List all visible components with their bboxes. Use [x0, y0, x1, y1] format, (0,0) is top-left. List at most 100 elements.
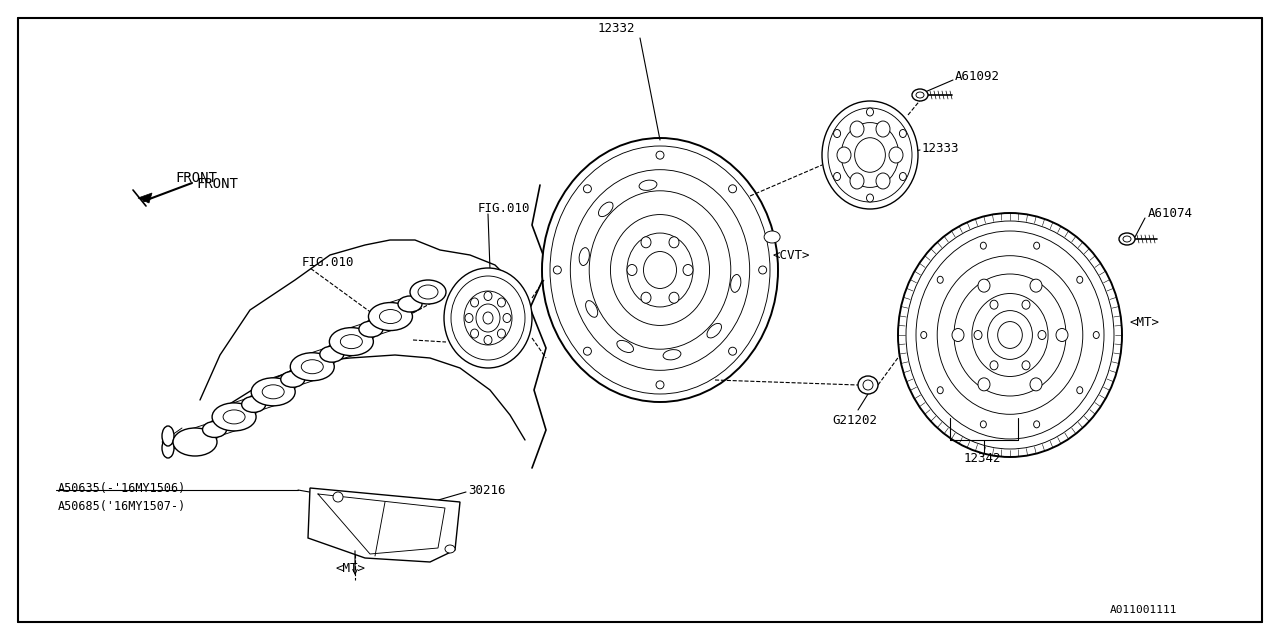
Ellipse shape: [669, 292, 678, 303]
Ellipse shape: [1034, 421, 1039, 428]
Ellipse shape: [163, 438, 174, 458]
Ellipse shape: [1093, 332, 1100, 339]
Text: 30216: 30216: [468, 483, 506, 497]
Ellipse shape: [1038, 330, 1046, 339]
Ellipse shape: [641, 237, 652, 248]
Text: FIG.010: FIG.010: [302, 255, 355, 269]
Ellipse shape: [444, 268, 532, 368]
Ellipse shape: [163, 426, 174, 446]
Ellipse shape: [641, 292, 652, 303]
Ellipse shape: [900, 129, 906, 138]
Text: A50685('16MY1507-): A50685('16MY1507-): [58, 499, 187, 513]
Ellipse shape: [867, 194, 873, 202]
Ellipse shape: [212, 403, 256, 431]
Ellipse shape: [579, 248, 589, 266]
Ellipse shape: [398, 296, 422, 312]
Ellipse shape: [980, 421, 987, 428]
Text: FIG.010: FIG.010: [477, 202, 530, 214]
Ellipse shape: [764, 231, 780, 243]
Ellipse shape: [833, 129, 841, 138]
Ellipse shape: [242, 396, 266, 412]
Text: G21202: G21202: [832, 413, 877, 426]
Ellipse shape: [1056, 328, 1068, 342]
Ellipse shape: [553, 266, 562, 274]
Ellipse shape: [599, 202, 613, 216]
Text: A61092: A61092: [955, 70, 1000, 83]
Ellipse shape: [471, 298, 479, 307]
Ellipse shape: [484, 291, 492, 301]
Ellipse shape: [913, 89, 928, 101]
Ellipse shape: [989, 300, 998, 309]
Ellipse shape: [251, 378, 296, 406]
Ellipse shape: [584, 185, 591, 193]
Ellipse shape: [483, 312, 493, 324]
Ellipse shape: [684, 264, 692, 275]
Ellipse shape: [657, 151, 664, 159]
Ellipse shape: [586, 301, 598, 317]
Text: FRONT: FRONT: [175, 171, 216, 185]
Ellipse shape: [1034, 242, 1039, 249]
Ellipse shape: [173, 428, 218, 456]
Ellipse shape: [900, 173, 906, 180]
Ellipse shape: [663, 349, 681, 360]
Ellipse shape: [498, 329, 506, 338]
Ellipse shape: [850, 121, 864, 137]
Polygon shape: [308, 488, 460, 562]
Ellipse shape: [639, 180, 657, 190]
Ellipse shape: [1030, 279, 1042, 292]
Ellipse shape: [978, 378, 989, 391]
Ellipse shape: [952, 328, 964, 342]
Ellipse shape: [320, 346, 344, 362]
Ellipse shape: [937, 276, 943, 284]
Polygon shape: [138, 193, 152, 203]
Ellipse shape: [1030, 378, 1042, 391]
Ellipse shape: [471, 329, 479, 338]
Ellipse shape: [503, 314, 511, 323]
Ellipse shape: [728, 348, 736, 355]
Ellipse shape: [541, 138, 778, 402]
Text: <CVT>: <CVT>: [772, 248, 809, 262]
Ellipse shape: [410, 280, 445, 304]
Ellipse shape: [837, 147, 851, 163]
Ellipse shape: [1021, 361, 1030, 370]
Ellipse shape: [333, 492, 343, 502]
Ellipse shape: [707, 323, 722, 338]
Text: 12342: 12342: [964, 451, 1001, 465]
Ellipse shape: [974, 330, 982, 339]
Ellipse shape: [759, 266, 767, 274]
Ellipse shape: [833, 173, 841, 180]
Ellipse shape: [867, 108, 873, 116]
Text: <MT>: <MT>: [335, 561, 365, 575]
Ellipse shape: [498, 298, 506, 307]
Ellipse shape: [329, 328, 374, 356]
Text: A61074: A61074: [1148, 207, 1193, 220]
Ellipse shape: [890, 147, 902, 163]
Ellipse shape: [465, 314, 474, 323]
Ellipse shape: [899, 213, 1123, 457]
Ellipse shape: [728, 185, 736, 193]
Ellipse shape: [980, 242, 987, 249]
Ellipse shape: [657, 381, 664, 389]
Ellipse shape: [937, 387, 943, 394]
Ellipse shape: [876, 121, 890, 137]
Ellipse shape: [920, 332, 927, 339]
Ellipse shape: [876, 173, 890, 189]
Ellipse shape: [584, 348, 591, 355]
Ellipse shape: [850, 173, 864, 189]
Ellipse shape: [1076, 276, 1083, 284]
Ellipse shape: [1021, 300, 1030, 309]
Ellipse shape: [858, 376, 878, 394]
Text: A50635(-'16MY1506): A50635(-'16MY1506): [58, 481, 187, 495]
Ellipse shape: [202, 422, 227, 438]
Ellipse shape: [445, 545, 454, 553]
Text: FRONT: FRONT: [196, 177, 238, 191]
Ellipse shape: [731, 275, 741, 292]
Ellipse shape: [822, 101, 918, 209]
Ellipse shape: [291, 353, 334, 381]
Ellipse shape: [1076, 387, 1083, 394]
Ellipse shape: [358, 321, 383, 337]
Ellipse shape: [863, 380, 873, 390]
Text: <MT>: <MT>: [1130, 316, 1160, 328]
Ellipse shape: [627, 264, 637, 275]
Ellipse shape: [617, 340, 634, 353]
